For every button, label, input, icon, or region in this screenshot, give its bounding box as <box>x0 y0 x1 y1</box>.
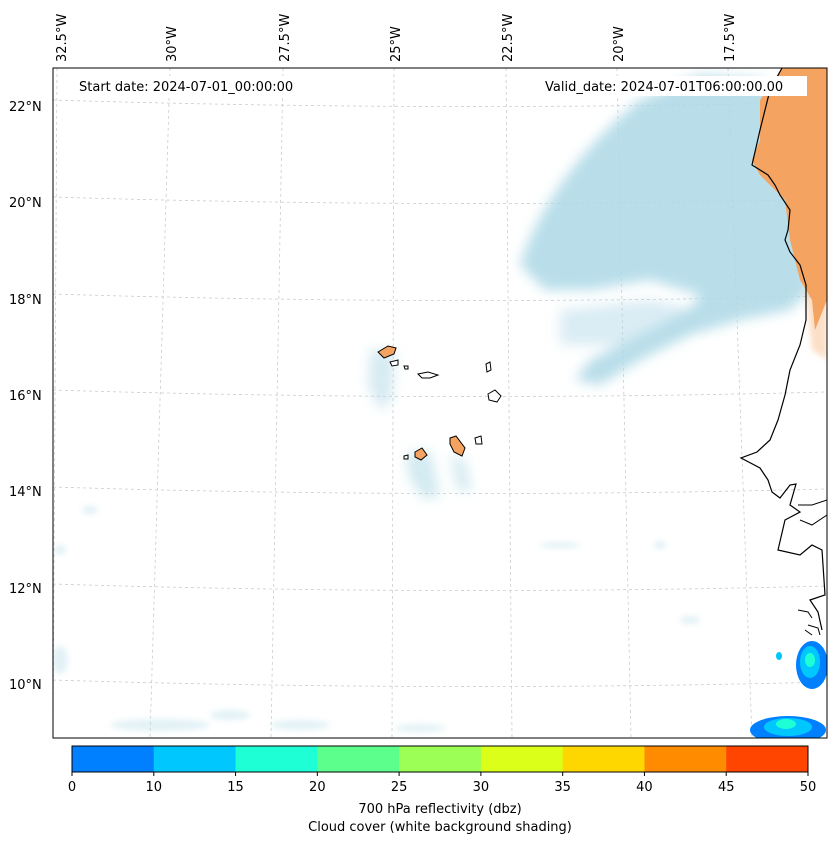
lon-label-17-5w: 17.5°W <box>723 14 738 62</box>
colorbar-segment-6 <box>562 746 645 772</box>
colorbar-segment-1 <box>153 746 237 772</box>
colorbar-frame <box>71 745 809 773</box>
coastline-africa <box>739 68 826 631</box>
colorbar-segments <box>72 746 809 772</box>
colorbar-segment-4 <box>399 746 482 772</box>
start-date-box <box>70 76 308 96</box>
map-frame <box>52 67 828 739</box>
colorbar-tick-label: 25 <box>391 780 408 795</box>
lon-label-27-5w: 27.5°W <box>278 14 293 62</box>
colorbar-segment-0 <box>72 746 155 772</box>
island-boa-vista <box>487 389 502 403</box>
cloud-patches-small <box>53 506 700 732</box>
island-santa-luzia <box>403 365 409 370</box>
map-panel: Start date: 2024-07-01_00:00:00 Valid_da… <box>52 67 828 739</box>
island-maio <box>474 435 483 445</box>
coastline-gambia <box>798 499 827 526</box>
start-date-label: Start date: 2024-07-01_00:00:00 <box>79 80 293 95</box>
colorbar: 0 10 15 20 25 30 35 40 45 50 700 hPa reflectivity… <box>68 745 816 835</box>
colorbar-label-cloud-cover: Cloud cover (white background shading) <box>308 820 572 835</box>
colorbar-tick-label: 30 <box>473 780 490 795</box>
colorbar-segment-2 <box>235 746 318 772</box>
colorbar-tick-label: 35 <box>554 780 571 795</box>
colorbar-label-reflectivity: 700 hPa reflectivity (dbz) <box>358 802 521 817</box>
lat-label-18n: 18°N <box>9 293 42 308</box>
island-brava <box>403 454 409 460</box>
island-santo-antao <box>377 345 397 359</box>
colorbar-ticks: 0 10 15 20 25 30 35 40 45 50 <box>68 772 816 795</box>
longitude-labels: 32.5°W 30°W 27.5°W 25°W 22.5°W 20°W 17.5… <box>55 14 738 62</box>
latitude-labels: 22°N 20°N 18°N 16°N 14°N 12°N 10°N <box>9 100 42 693</box>
lon-label-32-5w: 32.5°W <box>55 14 70 62</box>
lat-label-16n: 16°N <box>9 389 42 404</box>
island-sao-nicolau <box>416 371 440 379</box>
lon-label-20w: 20°W <box>612 26 627 62</box>
island-fogo <box>414 447 428 461</box>
colorbar-segment-3 <box>317 746 400 772</box>
colorbar-tick-label: 40 <box>636 780 653 795</box>
lon-label-25w: 25°W <box>389 26 404 62</box>
lon-label-30w: 30°W <box>165 26 180 62</box>
island-sal <box>485 361 492 373</box>
colorbar-segment-5 <box>480 746 564 772</box>
island-santiago <box>449 435 466 457</box>
valid-date-label: Valid_date: 2024-07-01T06:00:00.00 <box>545 80 783 95</box>
land-sahara <box>752 68 827 330</box>
lat-label-12n: 12°N <box>9 582 42 597</box>
colorbar-tick-label: 10 <box>146 780 163 795</box>
colorbar-tick-label: 15 <box>227 780 244 795</box>
land-sahel-fade <box>805 280 827 360</box>
valid-date-box <box>540 76 807 96</box>
reflectivity-cells <box>750 641 827 738</box>
gridlines <box>53 68 827 738</box>
lon-label-22-5w: 22.5°W <box>501 14 516 62</box>
island-sao-vicente <box>389 359 399 367</box>
cape-verde-islands <box>377 345 502 461</box>
lat-label-22n: 22°N <box>9 100 42 115</box>
coastline-guinea <box>797 609 821 636</box>
lat-label-10n: 10°N <box>9 678 42 693</box>
colorbar-tick-label: 0 <box>68 780 76 795</box>
lat-label-20n: 20°N <box>9 196 42 211</box>
colorbar-segment-7 <box>644 746 727 772</box>
colorbar-segment-8 <box>726 746 809 772</box>
colorbar-tick-label: 45 <box>718 780 735 795</box>
colorbar-tick-label: 20 <box>309 780 326 795</box>
colorbar-tick-label: 50 <box>800 780 817 795</box>
cloud-cover-band <box>368 75 815 500</box>
lat-label-14n: 14°N <box>9 485 42 500</box>
